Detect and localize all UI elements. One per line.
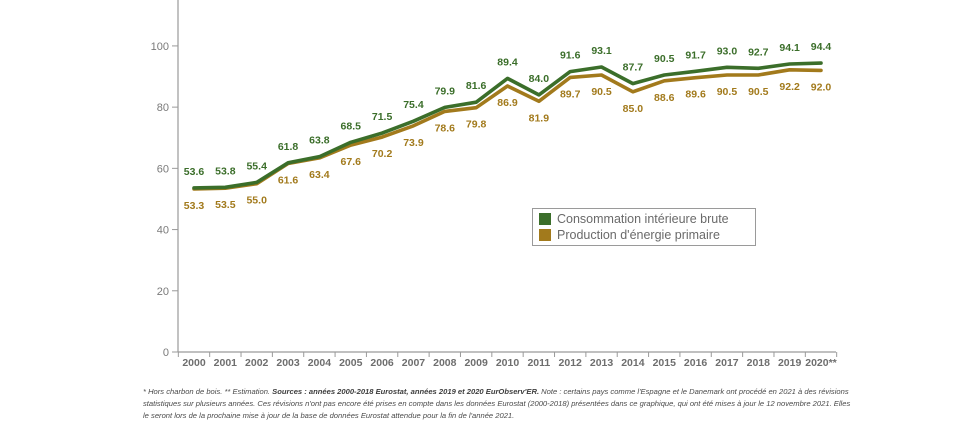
data-label: 70.2: [372, 148, 393, 160]
data-label: 92.0: [811, 81, 832, 93]
data-label: 67.6: [341, 156, 362, 168]
data-label: 91.6: [560, 50, 581, 62]
data-label: 87.7: [623, 62, 644, 74]
data-label: 86.9: [497, 97, 518, 109]
series-lines: [192, 61, 823, 191]
footnote: * Hors charbon de bois. ** Estimation. S…: [143, 386, 853, 422]
x-tick-label: 2004: [308, 357, 332, 369]
axes: 0 20 40 60 80 100 2000 2001 2002 2003 2004 2005 2006…: [151, 0, 838, 369]
x-tick-label: 2010: [496, 357, 520, 369]
data-label: 53.6: [184, 166, 205, 178]
data-label: 73.9: [403, 137, 424, 149]
data-label: 89.4: [497, 56, 518, 68]
y-tick-label: 20: [157, 286, 169, 298]
y-tick-label: 100: [151, 41, 169, 53]
footnote-note: Note : certains pays comme l'Espagne et …: [143, 387, 851, 420]
legend-swatch-production: [539, 229, 551, 241]
data-label: 88.6: [654, 92, 675, 104]
legend-swatch-consommation: [539, 213, 551, 225]
x-tick-label: 2007: [402, 357, 426, 369]
x-tick-label: 2014: [621, 357, 645, 369]
data-label: 79.8: [466, 119, 487, 131]
legend-item-consommation: Consommation intérieure brute: [539, 211, 749, 227]
footnote-sources: Sources : années 2000-2018 Eurostat, ann…: [272, 387, 540, 396]
data-label: 90.5: [717, 86, 738, 98]
data-label: 91.7: [685, 49, 706, 61]
x-tick-label: 2000: [182, 357, 206, 369]
chart-legend: Consommation intérieure brute Production…: [532, 208, 756, 246]
footnote-notes: * Hors charbon de bois. ** Estimation.: [143, 387, 273, 396]
x-tick-label: 2011: [527, 357, 550, 369]
data-label: 53.3: [184, 200, 205, 212]
x-tick-label: 2001: [214, 357, 238, 369]
data-label: 55.0: [246, 195, 267, 207]
data-label: 89.6: [685, 89, 706, 101]
legend-label-consommation: Consommation intérieure brute: [557, 212, 729, 226]
data-label: 93.0: [717, 45, 738, 57]
x-tick-label: 2019: [778, 357, 802, 369]
data-label: 85.0: [623, 103, 644, 115]
data-label: 78.6: [435, 122, 456, 134]
x-tick-label: 2017: [715, 357, 739, 369]
x-tick-label: 2016: [684, 357, 708, 369]
data-label: 81.9: [529, 112, 550, 124]
data-label: 63.4: [309, 169, 330, 181]
data-label: 68.5: [341, 120, 362, 132]
x-tick-label: 2012: [559, 357, 583, 369]
x-tick-label: 2009: [464, 357, 488, 369]
y-tick-label: 60: [157, 163, 169, 175]
x-tick-label: 2003: [276, 357, 300, 369]
data-label: 61.8: [278, 141, 299, 153]
data-label: 79.9: [435, 85, 456, 97]
x-tick-label: 2002: [245, 357, 269, 369]
data-label: 89.7: [560, 88, 581, 100]
data-label: 90.5: [654, 53, 675, 65]
data-label: 61.6: [278, 174, 299, 186]
series-line-0: [192, 61, 823, 190]
data-label: 53.5: [215, 199, 236, 211]
data-label: 94.1: [779, 42, 800, 54]
data-label: 93.1: [591, 45, 612, 57]
x-tick-label: 2018: [747, 357, 771, 369]
data-label: 81.6: [466, 80, 487, 92]
data-label: 90.5: [591, 86, 612, 98]
data-label: 71.5: [372, 111, 393, 123]
y-tick-label: 0: [163, 347, 169, 359]
y-tick-label: 40: [157, 225, 169, 237]
legend-item-production: Production d'énergie primaire: [539, 227, 749, 243]
data-label: 92.2: [779, 81, 800, 93]
x-tick-label: 2005: [339, 357, 363, 369]
data-label: 92.7: [748, 46, 769, 58]
x-tick-label: 2008: [433, 357, 457, 369]
data-label: 94.4: [811, 41, 832, 53]
data-label: 84.0: [529, 73, 550, 85]
x-tick-label: 2013: [590, 357, 614, 369]
data-label: 90.5: [748, 86, 769, 98]
x-tick-label: 2020**: [805, 357, 837, 369]
data-label: 53.8: [215, 165, 236, 177]
data-label: 63.8: [309, 135, 330, 147]
legend-label-production: Production d'énergie primaire: [557, 228, 720, 242]
x-tick-label: 2006: [370, 357, 394, 369]
x-tick-label: 2015: [653, 357, 677, 369]
y-tick-label: 80: [157, 102, 169, 114]
data-label: 55.4: [246, 160, 267, 172]
data-label: 75.4: [403, 99, 424, 111]
data-labels: 53.6 53.8 55.4 61.8 63.8 68.5 71.5 75.4 79.9 81.6…: [184, 41, 832, 212]
